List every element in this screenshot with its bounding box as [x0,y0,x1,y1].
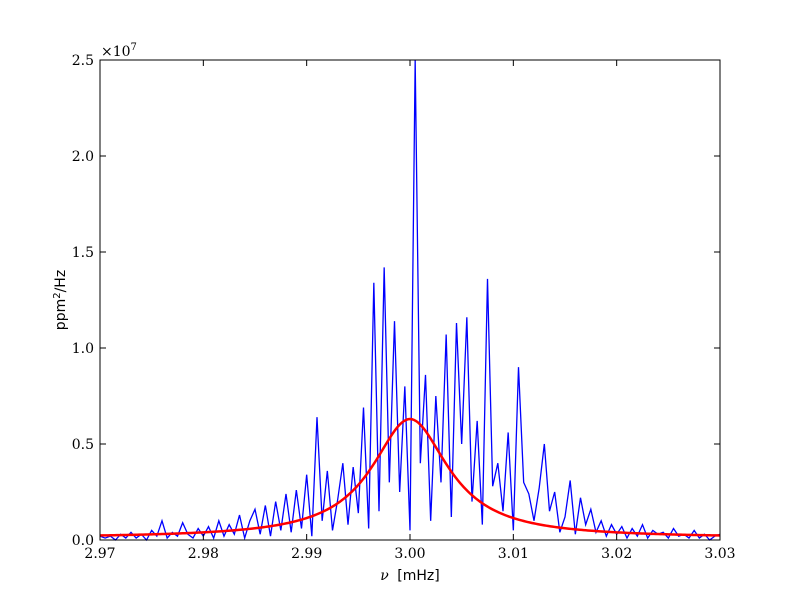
y-tick-label: 0.0 [72,533,94,549]
power-spectrum-line [99,59,721,542]
x-tick-label: 3.03 [704,546,735,562]
x-tick-label: 3.02 [601,546,632,562]
power-spectrum-series [99,59,721,542]
y-axis-ticks: 0.0 0.5 1.0 1.5 2.0 2.5 [72,53,720,549]
y-tick-label: 0.5 [72,437,94,453]
y-tick-label: 2.0 [72,149,94,165]
y-tick-label: 1.0 [72,341,94,357]
x-axis-label: ν [mHz] [380,568,439,584]
x-tick-label: 2.97 [84,546,115,562]
y-tick-label: 2.5 [72,53,94,69]
x-tick-label: 2.98 [188,546,219,562]
y-offset-label: ×107 [101,42,137,60]
x-axis-ticks: 2.97 2.98 2.99 3.00 3.01 3.02 3.03 [84,60,736,562]
plot-frame [99,59,721,541]
x-tick-label: 3.01 [498,546,529,562]
x-tick-label: 3.00 [394,546,425,562]
x-tick-label: 2.99 [291,546,322,562]
fit-curve-line [99,417,721,537]
y-axis-label: ppm2/Hz [52,270,69,330]
fit-curve-series [99,417,721,537]
y-tick-label: 1.5 [72,245,94,261]
